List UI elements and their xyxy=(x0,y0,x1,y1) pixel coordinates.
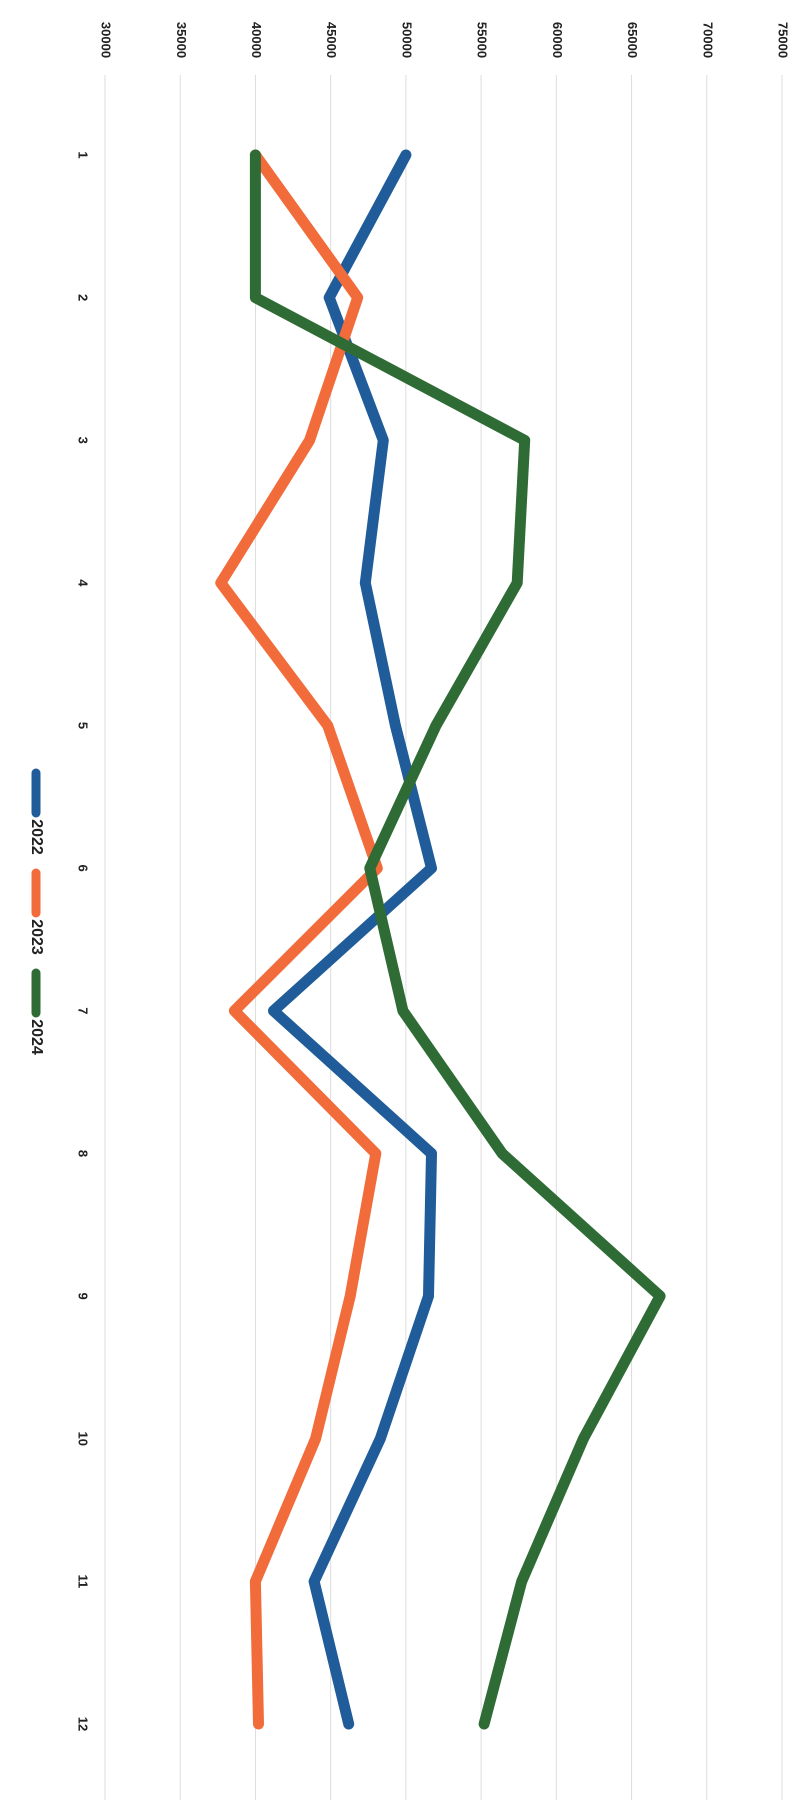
x-tick-label: 3 xyxy=(76,437,91,444)
x-tick-label: 11 xyxy=(76,1574,91,1588)
series-line-2022 xyxy=(268,149,437,1730)
y-tick-label: 75000 xyxy=(776,22,791,58)
x-tick-label: 9 xyxy=(76,1292,91,1299)
x-tick-label: 4 xyxy=(76,579,91,587)
series-line-2024 xyxy=(249,149,666,1730)
series-lines xyxy=(215,149,666,1730)
x-tick-label: 6 xyxy=(76,865,91,872)
y-tick-label: 65000 xyxy=(625,22,640,58)
y-tick-label: 50000 xyxy=(399,22,414,58)
legend-label-2024: 2024 xyxy=(28,1019,45,1055)
gridlines xyxy=(104,75,783,1800)
series-line-2023 xyxy=(215,149,383,1730)
y-tick-label: 45000 xyxy=(324,22,339,58)
y-tick-label: 70000 xyxy=(700,22,715,58)
x-tick-label: 7 xyxy=(76,1007,91,1014)
y-tick-label: 30000 xyxy=(99,22,114,58)
x-tick-label: 12 xyxy=(76,1717,91,1731)
legend-label-2023: 2023 xyxy=(28,919,45,955)
x-tick-label: 1 xyxy=(76,151,91,158)
y-tick-label: 35000 xyxy=(174,22,189,58)
x-tick-label: 10 xyxy=(76,1431,91,1445)
x-tick-label: 8 xyxy=(76,1150,91,1157)
legend-label-2022: 2022 xyxy=(28,819,45,855)
legend: 2022 2023 2024 xyxy=(28,768,45,1055)
y-tick-label: 40000 xyxy=(249,22,264,58)
y-axis-tick-labels: 30000 35000 40000 45000 50000 55000 60000 65000… xyxy=(99,22,791,58)
x-tick-label: 5 xyxy=(76,722,91,729)
x-tick-label: 2 xyxy=(76,294,91,301)
y-tick-label: 55000 xyxy=(475,22,490,58)
y-tick-label: 60000 xyxy=(550,22,565,58)
